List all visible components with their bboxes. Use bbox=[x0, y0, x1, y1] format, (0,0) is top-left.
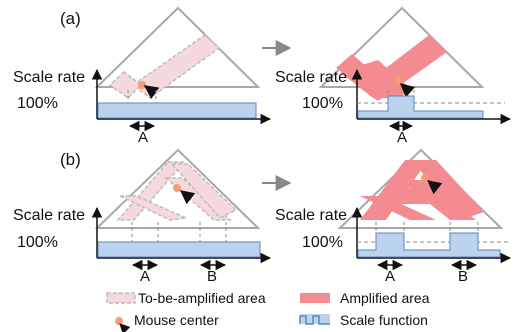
triangle-shape bbox=[94, 148, 261, 229]
panel-b-right: Scale rate 100% A B bbox=[275, 148, 512, 285]
panel-b-left: (b) Scale rate 100% A B bbox=[13, 148, 272, 285]
legend-to-be-amplified-swatch bbox=[106, 292, 136, 304]
legend: To-be-amplified area Amplified area Mous… bbox=[106, 290, 430, 332]
scale-function-bar bbox=[97, 102, 257, 119]
legend-amplified-label: Amplified area bbox=[340, 290, 430, 306]
y-axis-title: Scale rate bbox=[13, 69, 85, 86]
legend-to-be-amplified-label: To-be-amplified area bbox=[138, 290, 266, 306]
y-axis-title: Scale rate bbox=[275, 69, 347, 86]
mouse-center-marker bbox=[138, 81, 146, 89]
amplified-band bbox=[412, 160, 484, 220]
scale-function-bar bbox=[357, 232, 501, 258]
panel-b-label: (b) bbox=[60, 150, 81, 169]
panel-a-right: Scale rate 100% A bbox=[275, 6, 512, 146]
y-axis-title: Scale rate bbox=[13, 207, 85, 224]
to-be-amplified-band bbox=[119, 195, 189, 221]
baseline-label: 100% bbox=[302, 95, 343, 112]
cursor-pointer-icon bbox=[143, 85, 160, 99]
panel-a-left: (a) Scale rate 100% A bbox=[13, 6, 272, 146]
cursor-pointer-icon bbox=[119, 323, 131, 332]
cursor-pointer-icon bbox=[399, 83, 416, 98]
baseline-label: 100% bbox=[17, 234, 58, 251]
amplified-band bbox=[360, 196, 436, 220]
scale-function-bar bbox=[97, 241, 261, 258]
region-a-label: A bbox=[397, 129, 407, 146]
legend-scale-function-label: Scale function bbox=[340, 312, 428, 328]
legend-amplified-swatch bbox=[300, 293, 330, 303]
mouse-center-marker bbox=[173, 184, 181, 192]
mouse-center-marker bbox=[394, 77, 402, 85]
y-axis-title: Scale rate bbox=[275, 207, 347, 224]
to-be-amplified-band bbox=[131, 34, 221, 99]
to-be-amplified-band bbox=[108, 71, 143, 99]
legend-mouse-center-label: Mouse center bbox=[134, 312, 219, 328]
region-b-label: B bbox=[458, 268, 468, 285]
legend-scale-function-swatch bbox=[299, 314, 330, 325]
region-b-label: B bbox=[207, 268, 217, 285]
region-a-label: A bbox=[385, 268, 395, 285]
scale-function-bar bbox=[357, 95, 484, 119]
legend-mouse-center-swatch bbox=[115, 317, 123, 325]
to-be-amplified-band bbox=[116, 161, 186, 221]
region-a-label: A bbox=[138, 129, 148, 146]
cursor-pointer-icon bbox=[426, 180, 443, 195]
baseline-label: 100% bbox=[302, 234, 343, 251]
panel-a-label: (a) bbox=[60, 9, 81, 28]
mouse-center-marker bbox=[421, 174, 429, 182]
region-a-label: A bbox=[140, 268, 150, 285]
to-be-amplified-band bbox=[170, 163, 238, 219]
cursor-pointer-icon bbox=[179, 190, 196, 205]
baseline-label: 100% bbox=[17, 95, 58, 112]
